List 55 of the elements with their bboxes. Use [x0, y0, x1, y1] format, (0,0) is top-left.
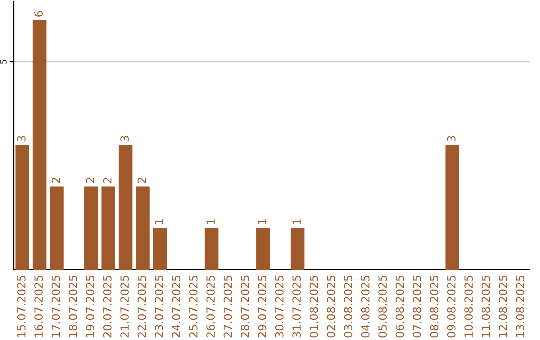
x-tick-label: 10.08.2025 — [464, 276, 474, 338]
x-tick-label: 17.07.2025 — [52, 276, 60, 338]
x-tick-label: 12.08.2025 — [499, 276, 508, 338]
data-label: 2 — [138, 178, 146, 184]
bar — [102, 186, 116, 270]
x-tick-label: 05.08.2025 — [378, 276, 388, 338]
data-label: 1 — [206, 220, 215, 224]
x-tick-label: 15.07.2025 — [17, 276, 26, 338]
x-tick-label: 11.08.2025 — [482, 276, 490, 338]
x-tick-label: 26.07.2025 — [206, 276, 216, 338]
bar — [84, 186, 98, 270]
y-tick-label: 5 — [0, 60, 7, 64]
x-tick-label: 18.07.2025 — [69, 276, 78, 338]
x-tick-label: 16.07.2025 — [34, 276, 44, 338]
data-label: 1 — [155, 220, 164, 224]
bar — [32, 20, 47, 270]
data-label: 3 — [120, 136, 130, 142]
x-tick-label: 24.07.2025 — [172, 276, 181, 338]
x-tick-label: 25.07.2025 — [189, 276, 198, 338]
x-tick-label: 13.08.2025 — [516, 276, 525, 338]
data-label: 2 — [86, 178, 94, 184]
x-tick-label: 31.07.2025 — [292, 276, 302, 338]
x-tick-label: 07.08.2025 — [413, 276, 422, 338]
bar — [446, 145, 460, 270]
bar — [136, 186, 150, 270]
x-tick-label: 09.08.2025 — [447, 276, 456, 338]
bar — [16, 145, 30, 270]
data-label: 3 — [447, 136, 456, 142]
x-tick-label: 20.07.2025 — [103, 276, 112, 338]
bar — [153, 228, 168, 270]
x-tick-label: 21.07.2025 — [120, 276, 130, 338]
x-tick-label: 27.07.2025 — [224, 276, 232, 338]
x-tick-label: 03.08.2025 — [344, 276, 353, 338]
x-tick-label: 23.07.2025 — [155, 276, 164, 338]
data-label: 1 — [292, 220, 301, 224]
x-tick-label: 08.08.2025 — [430, 276, 439, 338]
bar — [50, 186, 64, 270]
x-tick-label: 30.07.2025 — [275, 276, 284, 338]
bar — [256, 228, 270, 270]
bar — [290, 228, 305, 270]
data-label: 1 — [258, 220, 266, 224]
x-tick-label: 22.07.2025 — [138, 276, 146, 338]
bar — [118, 145, 133, 270]
x-tick-label: 28.07.2025 — [241, 276, 250, 338]
x-tick-label: 06.08.2025 — [396, 276, 404, 338]
x-tick-label: 01.08.2025 — [310, 276, 318, 338]
x-tick-label: 19.07.2025 — [86, 276, 95, 338]
data-label: 3 — [17, 136, 26, 142]
bar — [204, 228, 219, 270]
data-label: 2 — [52, 178, 60, 184]
x-tick-label: 04.08.2025 — [361, 276, 370, 338]
x-tick-label: 02.08.2025 — [327, 276, 336, 338]
x-tick-label: 29.07.2025 — [258, 276, 267, 338]
data-label: 6 — [34, 11, 44, 17]
data-label: 2 — [103, 178, 112, 184]
